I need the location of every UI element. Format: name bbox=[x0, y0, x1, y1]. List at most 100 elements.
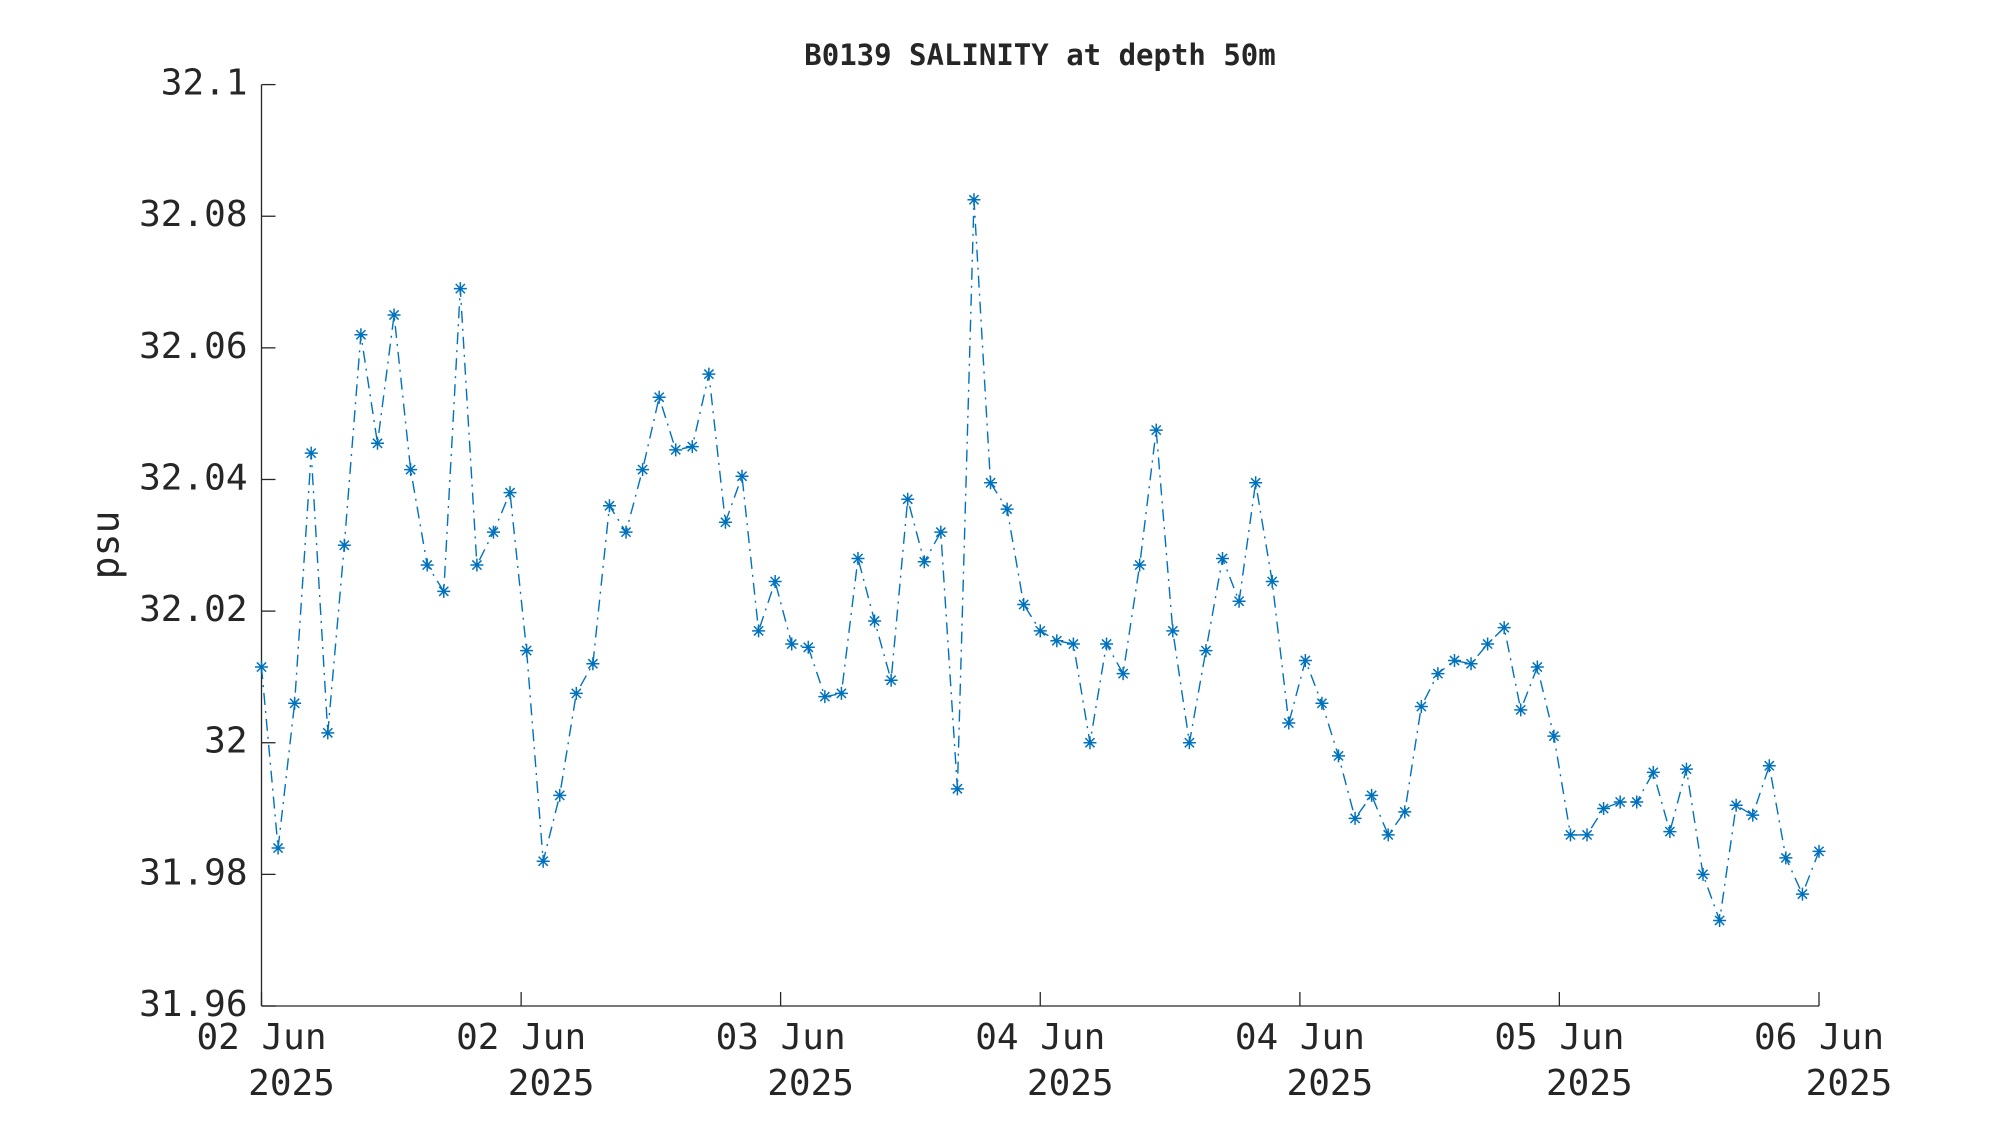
data-marker bbox=[586, 657, 600, 671]
data-marker bbox=[851, 551, 865, 565]
data-marker bbox=[735, 469, 749, 483]
data-marker bbox=[934, 525, 948, 539]
data-marker bbox=[1017, 598, 1031, 612]
data-marker bbox=[1083, 736, 1097, 750]
data-marker bbox=[1182, 736, 1196, 750]
data-marker bbox=[453, 282, 467, 296]
data-marker bbox=[321, 726, 335, 740]
data-marker bbox=[1050, 634, 1064, 648]
x-tick-label: 03 Jun bbox=[716, 1017, 846, 1058]
data-marker bbox=[1265, 574, 1279, 588]
x-tick-label: 2025 bbox=[1287, 1063, 1374, 1104]
data-marker bbox=[834, 686, 848, 700]
data-marker bbox=[1331, 749, 1345, 763]
data-marker bbox=[1613, 795, 1627, 809]
data-marker bbox=[1100, 637, 1114, 651]
data-marker bbox=[1249, 476, 1263, 490]
data-marker bbox=[1133, 558, 1147, 572]
data-marker bbox=[337, 538, 351, 552]
data-marker bbox=[1696, 867, 1710, 881]
data-marker bbox=[1199, 644, 1213, 658]
x-tick-label: 2025 bbox=[1027, 1063, 1114, 1104]
data-marker bbox=[1746, 808, 1760, 822]
data-marker bbox=[901, 492, 915, 506]
data-marker bbox=[1779, 851, 1793, 865]
data-marker bbox=[1464, 657, 1478, 671]
x-tick-label: 06 Jun bbox=[1754, 1017, 1884, 1058]
data-marker bbox=[1563, 828, 1577, 842]
data-marker bbox=[520, 644, 534, 658]
data-marker bbox=[1630, 795, 1644, 809]
data-marker bbox=[1033, 624, 1047, 638]
y-tick-label: 32.1 bbox=[161, 63, 248, 104]
data-marker bbox=[801, 640, 815, 654]
data-marker bbox=[685, 440, 699, 454]
data-marker bbox=[1398, 805, 1412, 819]
data-marker bbox=[619, 525, 633, 539]
data-marker bbox=[1547, 729, 1561, 743]
data-marker bbox=[1315, 696, 1329, 710]
chart-title: B0139 SALINITY at depth 50m bbox=[804, 38, 1275, 72]
data-marker bbox=[271, 841, 285, 855]
data-marker bbox=[1580, 828, 1594, 842]
y-tick-label: 32.04 bbox=[139, 457, 247, 498]
data-marker bbox=[1812, 844, 1826, 858]
data-marker bbox=[1431, 667, 1445, 681]
data-marker bbox=[370, 436, 384, 450]
data-marker bbox=[437, 584, 451, 598]
data-marker bbox=[718, 515, 732, 529]
data-marker bbox=[636, 463, 650, 477]
data-marker bbox=[768, 574, 782, 588]
data-marker bbox=[288, 696, 302, 710]
data-marker bbox=[1447, 653, 1461, 667]
y-tick-label: 31.98 bbox=[139, 852, 247, 893]
data-marker bbox=[1348, 811, 1362, 825]
data-marker bbox=[404, 463, 418, 477]
x-tick-label: 2025 bbox=[1546, 1063, 1633, 1104]
data-marker bbox=[470, 558, 484, 572]
data-marker bbox=[1149, 423, 1163, 437]
y-tick-label: 31.96 bbox=[139, 984, 247, 1025]
y-tick-label: 32.06 bbox=[139, 326, 247, 367]
data-marker bbox=[1530, 660, 1544, 674]
data-marker bbox=[1216, 551, 1230, 565]
data-marker bbox=[967, 193, 981, 207]
data-marker bbox=[1729, 798, 1743, 812]
x-tick-label: 2025 bbox=[248, 1063, 335, 1104]
x-tick-label: 2025 bbox=[508, 1063, 595, 1104]
data-marker bbox=[1497, 621, 1511, 635]
y-tick-label: 32.08 bbox=[139, 194, 247, 235]
data-marker bbox=[304, 446, 318, 460]
y-tick-label: 32 bbox=[204, 721, 247, 762]
data-marker bbox=[1000, 502, 1014, 516]
data-marker bbox=[553, 788, 567, 802]
data-marker bbox=[1597, 802, 1611, 816]
data-marker bbox=[1365, 788, 1379, 802]
data-marker bbox=[1298, 653, 1312, 667]
data-marker bbox=[387, 308, 401, 322]
data-marker bbox=[1646, 765, 1660, 779]
data-marker bbox=[1166, 624, 1180, 638]
data-marker bbox=[1282, 716, 1296, 730]
data-marker bbox=[1713, 913, 1727, 927]
x-tick-label: 2025 bbox=[1806, 1063, 1893, 1104]
data-marker bbox=[752, 624, 766, 638]
data-marker bbox=[486, 525, 500, 539]
data-marker bbox=[1066, 637, 1080, 651]
x-tick-label: 05 Jun bbox=[1494, 1017, 1624, 1058]
data-marker bbox=[1414, 700, 1428, 714]
data-marker bbox=[503, 486, 517, 500]
data-marker bbox=[702, 367, 716, 381]
data-marker bbox=[536, 854, 550, 868]
data-marker bbox=[950, 782, 964, 796]
data-marker bbox=[785, 637, 799, 651]
x-tick-label: 2025 bbox=[767, 1063, 854, 1104]
x-tick-label: 04 Jun bbox=[975, 1017, 1105, 1058]
data-marker bbox=[569, 686, 583, 700]
data-marker bbox=[1663, 825, 1677, 839]
data-marker bbox=[1679, 762, 1693, 776]
data-marker bbox=[917, 555, 931, 569]
data-marker bbox=[1481, 637, 1495, 651]
data-marker bbox=[1381, 828, 1395, 842]
